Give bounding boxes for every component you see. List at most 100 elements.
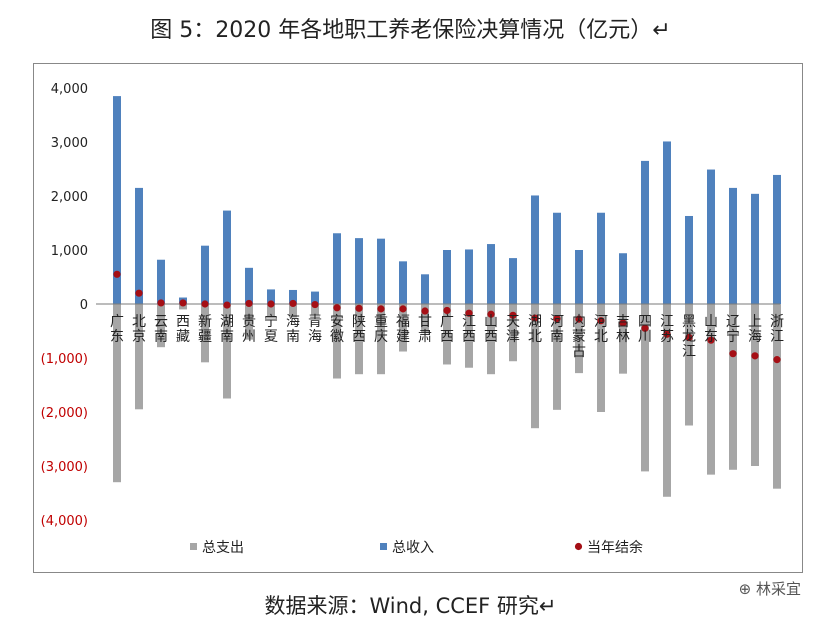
balance-marker	[641, 324, 649, 332]
category-label: 天津	[506, 314, 520, 345]
income-bar	[399, 261, 407, 304]
balance-marker	[223, 301, 231, 309]
income-bar	[465, 249, 473, 304]
balance-marker	[465, 309, 473, 317]
expenditure-bar	[377, 304, 385, 375]
y-axis: 4,000 3,000 2,000 1,000 0 (1,000) (2,000) (3,00…	[41, 82, 88, 529]
balance-marker	[421, 307, 429, 315]
expenditure-bar	[135, 304, 143, 410]
income-bar	[487, 244, 495, 304]
income-bar	[157, 259, 165, 304]
income-bar	[729, 187, 737, 304]
income-bar	[267, 289, 275, 304]
income-bar	[113, 96, 121, 304]
balance-marker	[135, 289, 143, 297]
income-bar	[289, 289, 297, 304]
y-tick-label: 4,000	[51, 82, 88, 97]
balance-marker	[311, 300, 319, 309]
category-label: 河南	[550, 314, 564, 345]
income-bar	[245, 267, 253, 304]
income-bar	[333, 233, 341, 304]
balance-marker	[575, 315, 583, 323]
income-bar	[421, 274, 429, 304]
income-bar	[641, 160, 649, 304]
expenditure-bar	[443, 304, 451, 365]
income-bar	[685, 215, 693, 304]
expenditure-bar	[223, 304, 231, 399]
balance-marker	[773, 356, 781, 364]
expenditure-bar	[421, 304, 429, 334]
balance-marker	[201, 300, 209, 308]
income-bar	[575, 250, 583, 304]
expenditure-bar	[355, 304, 363, 375]
expenditure-bar	[267, 304, 275, 319]
chart-title: 图 5：2020 年各地职工养老保险决算情况（亿元）↵	[150, 18, 671, 43]
income-bar	[509, 258, 517, 304]
income-bar	[311, 291, 319, 304]
expenditure-bar	[509, 304, 517, 362]
expenditure-bar	[751, 304, 759, 466]
expenditure-bar	[707, 304, 715, 475]
category-label: 海南	[286, 314, 300, 345]
income-bar	[531, 195, 539, 304]
category-label: 河北	[594, 314, 608, 345]
balance-marker	[377, 305, 385, 313]
watermark: ⊕ 林采宜	[739, 578, 801, 599]
category-label: 甘肃	[418, 314, 432, 345]
expenditure-bar	[399, 304, 407, 352]
expenditure-bar	[531, 304, 539, 429]
legend-label: 当年结余	[587, 539, 643, 556]
category-label: 江西	[462, 314, 476, 345]
income-bar	[553, 212, 561, 304]
income-bar	[663, 141, 671, 304]
income-bar	[201, 245, 209, 304]
balance-marker	[619, 319, 627, 327]
expenditure-bar	[245, 304, 253, 340]
balance-marker	[157, 299, 165, 307]
y-tick-label: (1,000)	[41, 352, 88, 367]
category-label: 贵州	[242, 314, 256, 345]
balance-marker	[597, 317, 605, 325]
category-label: 陕西	[352, 314, 366, 345]
balance-marker	[113, 270, 121, 278]
balance-marker	[179, 299, 187, 307]
data-source-note: 数据来源：Wind, CCEF 研究↵	[264, 594, 557, 618]
category-label: 宁夏	[264, 313, 278, 345]
chart-frame	[33, 63, 803, 573]
y-tick-label: 1,000	[51, 244, 88, 259]
category-label: 广东	[110, 314, 124, 345]
balance-marker	[707, 336, 715, 344]
expenditure-bar	[201, 304, 209, 363]
legend-swatch	[574, 542, 583, 551]
category-label: 江苏	[660, 314, 674, 345]
watermark-text: 林采宜	[755, 580, 801, 598]
balance-marker	[355, 304, 363, 312]
income-bar	[443, 250, 451, 304]
income-bar	[135, 187, 143, 304]
expenditure-bar	[157, 304, 165, 348]
expenditure-bar	[487, 304, 495, 375]
category-label: 上海	[748, 314, 762, 345]
expenditure-bar	[575, 304, 583, 374]
category-label: 山东	[704, 314, 718, 345]
balance-marker	[531, 314, 539, 322]
balance-marker	[729, 350, 737, 358]
expenditure-bar	[113, 304, 121, 483]
expenditure-bar	[685, 304, 693, 426]
balance-marker	[245, 299, 253, 308]
category-label: 新疆	[198, 314, 212, 345]
category-label: 山西	[484, 314, 498, 345]
category-label: 北京	[132, 314, 146, 345]
wechat-icon: ⊕	[738, 580, 752, 598]
category-label: 重庆	[374, 314, 388, 345]
category-label: 四川	[638, 314, 652, 345]
expenditure-bar	[465, 304, 473, 368]
income-bar	[773, 174, 781, 304]
balance-marker	[443, 306, 451, 315]
balance-marker	[509, 311, 517, 319]
category-label: 湖南	[220, 314, 234, 345]
income-bar	[597, 212, 605, 304]
y-tick-label: (4,000)	[41, 514, 88, 529]
balance-marker	[289, 299, 297, 308]
category-label: 广西	[440, 314, 454, 345]
